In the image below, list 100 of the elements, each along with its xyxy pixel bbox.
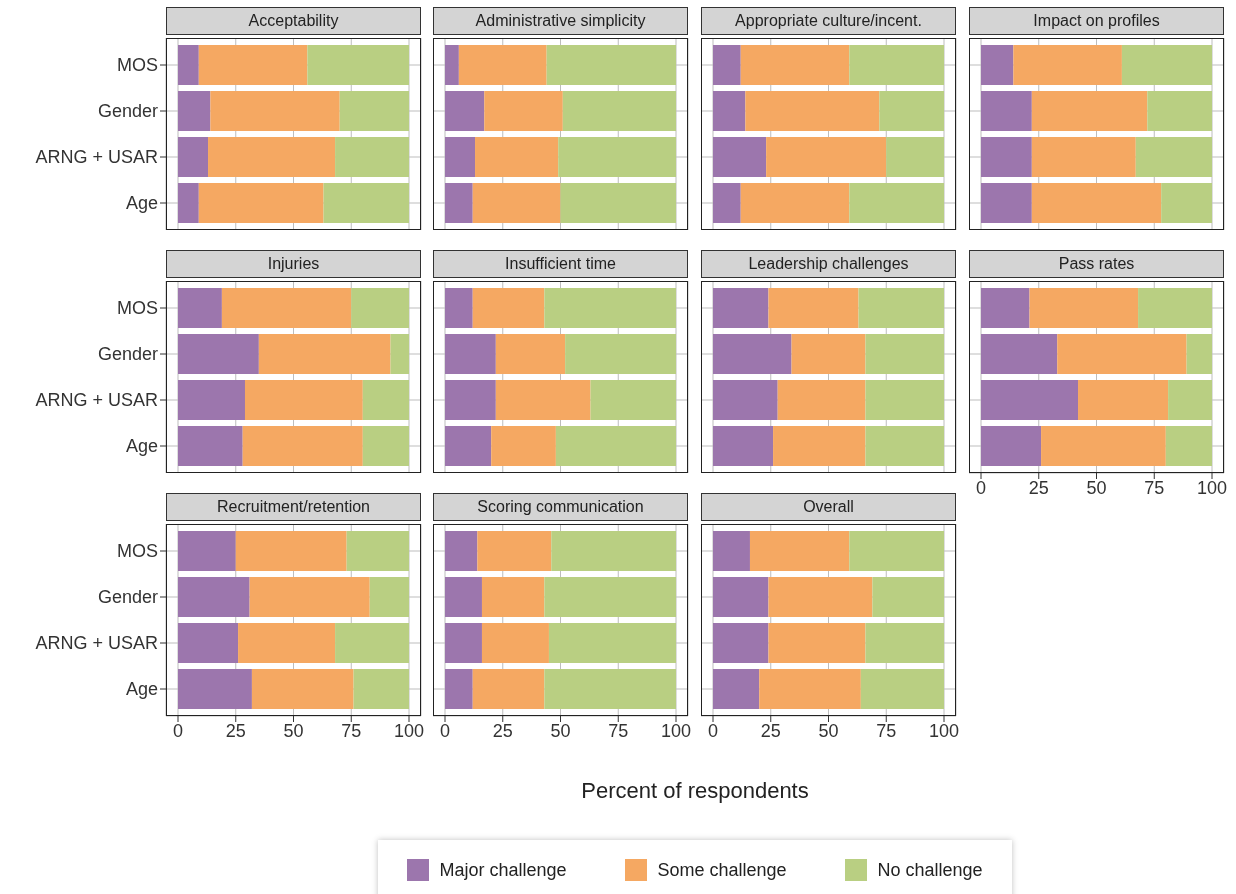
bar	[178, 183, 199, 223]
bar	[208, 137, 336, 177]
bar	[445, 426, 492, 466]
chart-title: Administrative simplicity	[433, 7, 688, 35]
bar	[390, 334, 409, 374]
bar	[477, 531, 552, 571]
bar	[323, 183, 409, 223]
bar	[555, 426, 676, 466]
chart-title: Impact on profiles	[969, 7, 1224, 35]
bar	[481, 577, 545, 617]
x-tick-label: 25	[492, 720, 513, 741]
bar	[445, 623, 482, 663]
bar	[198, 183, 324, 223]
x-tick-label: 0	[172, 720, 184, 741]
bar	[472, 183, 561, 223]
bar	[713, 426, 774, 466]
bar	[1135, 137, 1212, 177]
bar	[865, 623, 944, 663]
bar	[178, 577, 250, 617]
bar	[713, 531, 750, 571]
bar	[353, 669, 409, 709]
y-tick-label: Gender	[97, 587, 158, 608]
chart-title: Acceptability	[166, 7, 421, 35]
x-tick-label: 100	[928, 720, 960, 741]
bar	[178, 45, 199, 85]
chart-title: Leadership challenges	[701, 250, 956, 278]
y-tick-label: MOS	[116, 55, 158, 76]
bar	[981, 426, 1042, 466]
bar	[339, 91, 409, 131]
bar	[472, 288, 545, 328]
bar	[849, 531, 944, 571]
chart-title: Scoring communication	[433, 493, 688, 521]
y-tick-label: Age	[125, 679, 158, 700]
bar	[759, 669, 861, 709]
x-tick-label: 100	[393, 720, 425, 741]
bar	[198, 45, 308, 85]
bar	[1121, 45, 1212, 85]
bar	[773, 426, 866, 466]
bar	[562, 91, 676, 131]
chart-title: Pass rates	[969, 250, 1224, 278]
bar	[749, 531, 850, 571]
bar	[1138, 288, 1212, 328]
bar	[713, 380, 778, 420]
bar	[1057, 334, 1187, 374]
bar	[362, 426, 409, 466]
x-tick-label: 50	[1086, 477, 1107, 498]
bar	[235, 531, 347, 571]
bar	[865, 380, 944, 420]
x-tick-label: 75	[876, 720, 897, 741]
legend-label: Major challenge	[439, 859, 567, 881]
bar	[238, 623, 336, 663]
bar	[981, 380, 1079, 420]
bar	[713, 45, 741, 85]
x-tick-label: 25	[760, 720, 781, 741]
bar	[178, 334, 259, 374]
y-tick-label: Age	[125, 436, 158, 457]
bar	[445, 183, 473, 223]
bar	[1078, 380, 1169, 420]
chart-title: Appropriate culture/incent.	[701, 7, 956, 35]
legend-label: No challenge	[877, 859, 983, 881]
bar	[458, 45, 547, 85]
bar	[565, 334, 676, 374]
bar	[981, 334, 1058, 374]
legend-label: Some challenge	[657, 859, 787, 881]
bar	[858, 288, 944, 328]
bar	[178, 426, 243, 466]
bar	[445, 669, 473, 709]
y-tick-label: Age	[125, 193, 158, 214]
bar	[475, 137, 559, 177]
x-tick-label: 25	[225, 720, 246, 741]
bar	[445, 137, 476, 177]
bar	[551, 531, 676, 571]
bar	[544, 288, 676, 328]
bar	[1161, 183, 1212, 223]
y-tick-label: Gender	[97, 344, 158, 365]
chart-title: Overall	[701, 493, 956, 521]
bar	[981, 137, 1032, 177]
chart-title: Injuries	[166, 250, 421, 278]
bar	[346, 531, 409, 571]
bar	[178, 531, 236, 571]
bar	[872, 577, 944, 617]
bar	[1147, 91, 1212, 131]
x-tick-label: 100	[1196, 477, 1228, 498]
bar	[713, 183, 741, 223]
bar	[244, 380, 363, 420]
bar	[879, 91, 944, 131]
bar	[445, 91, 485, 131]
bar	[1013, 45, 1122, 85]
bar	[713, 623, 769, 663]
y-tick-label: ARNG + USAR	[35, 390, 158, 411]
bar	[981, 183, 1032, 223]
bar	[713, 577, 769, 617]
bar	[886, 137, 944, 177]
bar	[1168, 380, 1212, 420]
bar	[558, 137, 676, 177]
bar	[178, 623, 239, 663]
bar	[745, 91, 880, 131]
bar	[445, 288, 473, 328]
bar	[495, 380, 591, 420]
bar	[590, 380, 676, 420]
